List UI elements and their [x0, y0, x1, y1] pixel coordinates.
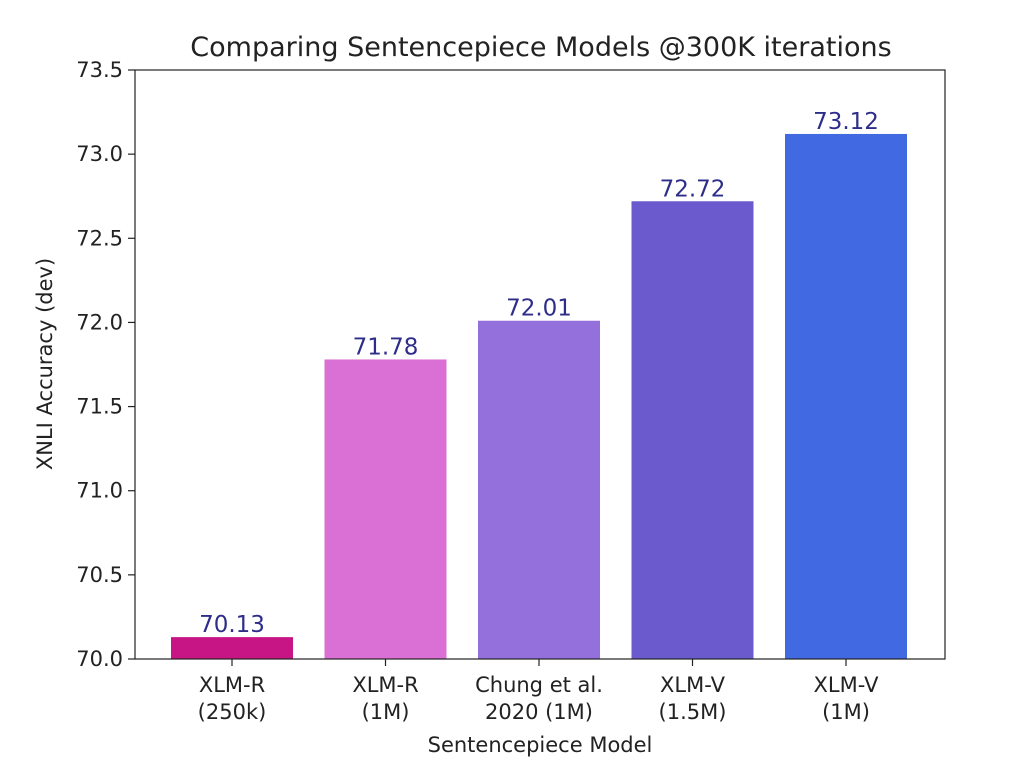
x-axis-label: Sentencepiece Model: [428, 733, 653, 757]
x-tick-label: XLM-V: [814, 673, 880, 697]
bar-value-label: 71.78: [353, 334, 419, 360]
bar: [785, 133, 907, 659]
bar: [171, 637, 293, 659]
chart-title: Comparing Sentencepiece Models @300K ite…: [190, 32, 891, 63]
y-tick-label: 73.5: [76, 58, 123, 82]
x-tick-label: XLM-V: [660, 673, 726, 697]
y-tick-label: 73.0: [76, 142, 123, 166]
x-tick-label: (250k): [198, 700, 267, 724]
x-tick-label: XLM-R: [199, 673, 265, 697]
bar: [478, 320, 600, 659]
y-tick-label: 71.0: [76, 479, 123, 503]
x-tick-label: (1.5M): [659, 700, 727, 724]
bar-value-label: 70.13: [199, 612, 265, 638]
bar: [631, 201, 754, 659]
x-tick-label: 2020 (1M): [485, 700, 593, 724]
bar-value-label: 73.12: [813, 109, 879, 135]
x-tick-label: XLM-R: [352, 673, 418, 697]
plot-area: 70.0 70.5 71.0 71.5 72.0 72.5 73.0 73.5 70.13 XLM…: [76, 58, 907, 724]
bar: [324, 359, 447, 659]
y-axis-label: XNLI Accuracy (dev): [33, 258, 57, 470]
x-tick-label: (1M): [822, 700, 870, 724]
plot-frame: [134, 69, 946, 660]
y-tick-label: 70.0: [76, 647, 123, 671]
y-tick-label: 71.5: [76, 395, 123, 419]
x-tick-label: (1M): [362, 700, 410, 724]
y-tick-label: 72.5: [76, 226, 123, 250]
y-tick-label: 70.5: [76, 563, 123, 587]
bar-value-label: 72.72: [660, 176, 726, 202]
bar-value-label: 72.01: [506, 296, 572, 322]
y-tick-label: 72.0: [76, 310, 123, 334]
x-tick-label: Chung et al.: [475, 673, 603, 697]
